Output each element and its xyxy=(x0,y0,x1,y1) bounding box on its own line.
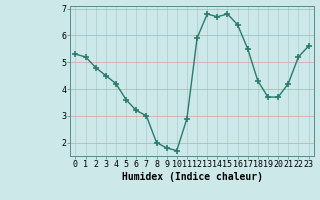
X-axis label: Humidex (Indice chaleur): Humidex (Indice chaleur) xyxy=(122,172,262,182)
